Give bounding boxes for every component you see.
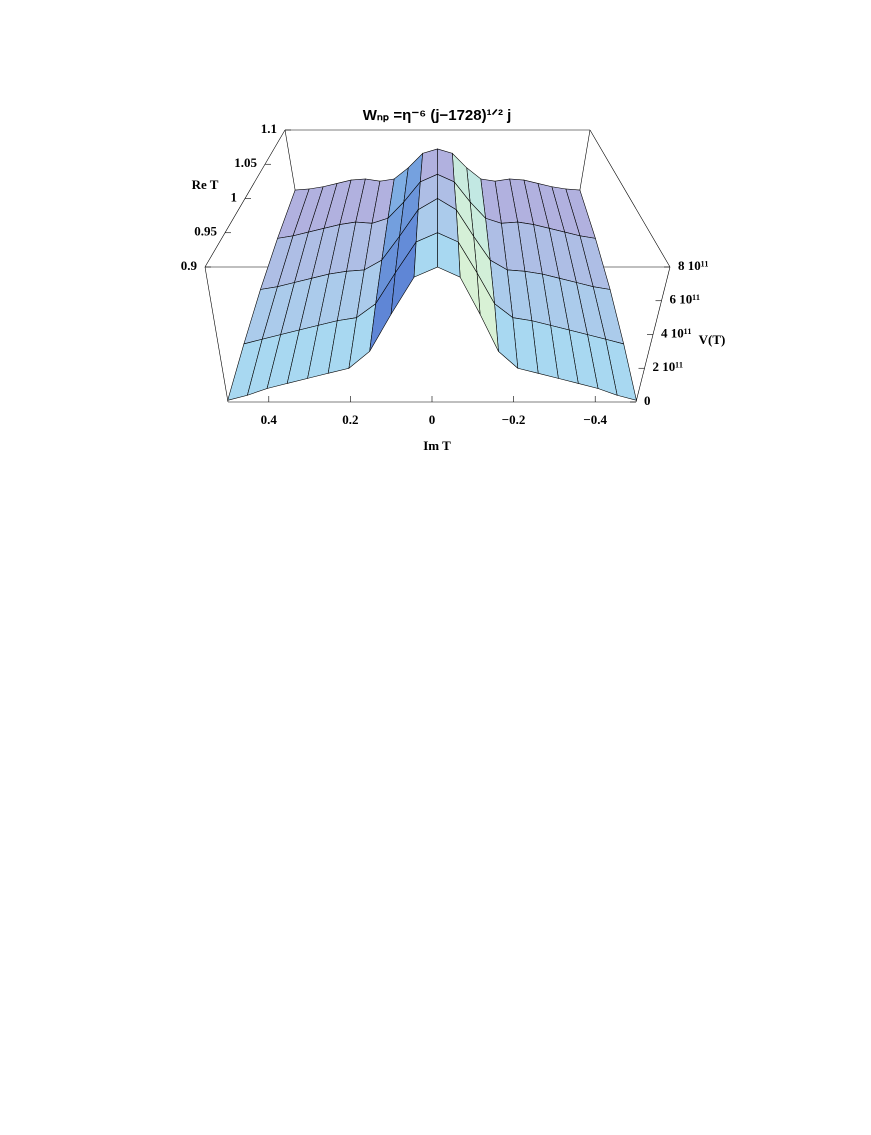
z-tick-label: 4 10¹¹ (661, 325, 692, 340)
z-tick-label: 6 10¹¹ (670, 292, 701, 307)
y-tick-label: 0.9 (181, 258, 198, 273)
z-tick-label: 2 10¹¹ (653, 359, 684, 374)
y-tick-label: 1.1 (261, 121, 277, 136)
y-tick-label: 1.05 (234, 155, 257, 170)
box-edge (589, 129, 671, 268)
x-tick-label: −0.4 (583, 412, 607, 427)
y-tick-label: 0.95 (194, 224, 217, 239)
x-tick-label: 0.4 (261, 412, 278, 427)
x-axis-label: Im T (423, 438, 451, 453)
chart-title: Wₙₚ =η⁻⁶ (j−1728)¹ᐟ² j (363, 107, 512, 124)
box-edge (204, 266, 229, 403)
x-tick-label: 0 (429, 412, 436, 427)
z-tick-label: 0 (644, 393, 651, 408)
x-tick-label: −0.2 (502, 412, 526, 427)
y-tick-label: 1 (231, 189, 238, 204)
y-axis-label: Re T (192, 177, 219, 192)
z-tick-label: 8 10¹¹ (678, 258, 709, 273)
surface-patch (437, 232, 461, 278)
x-tick-label: 0.2 (342, 412, 358, 427)
z-axis-label: V(T) (699, 332, 726, 347)
